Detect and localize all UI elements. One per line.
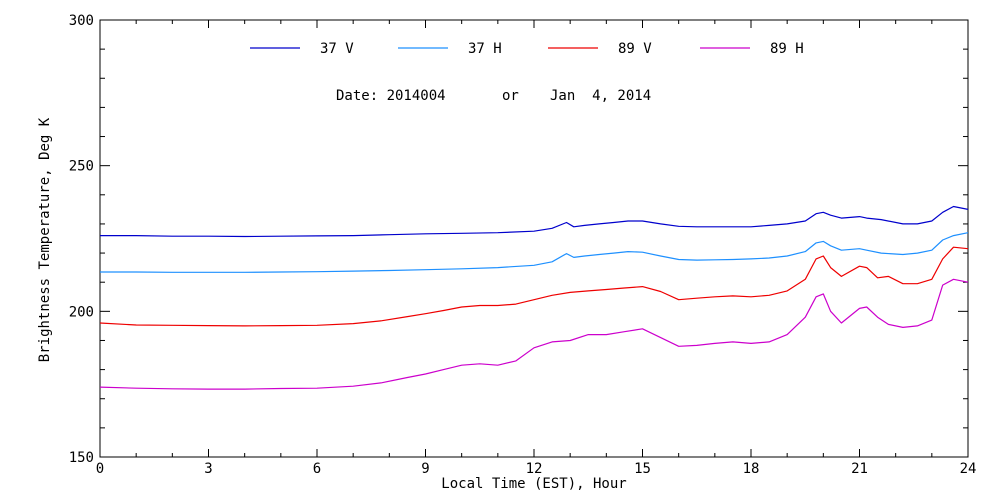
series-line-89-v [99, 246, 969, 327]
x-tick-label: 12 [526, 461, 543, 477]
x-tick-label: 24 [960, 461, 977, 477]
x-tick-label: 9 [421, 461, 429, 477]
date-text: Jan 4, 2014 [550, 88, 651, 104]
y-tick-label: 150 [69, 450, 94, 466]
x-tick-label: 18 [743, 461, 760, 477]
series-line-37-v [100, 205, 969, 238]
y-tick-label: 200 [69, 304, 94, 320]
y-axis-title: Brightness Temperature, Deg K [37, 117, 53, 362]
axis-ticks: 0 3 6 9 12 15 18 21 24 150 200 250 300 [69, 13, 977, 477]
y-tick-label: 250 [69, 159, 94, 175]
x-axis-title: Local Time (EST), Hour [441, 476, 626, 492]
legend-label: 89 V [618, 41, 652, 57]
date-or-label: or [502, 88, 519, 104]
legend-label: 89 H [770, 41, 804, 57]
date-label: Date: 2014004 [336, 88, 446, 104]
x-tick-label: 15 [634, 461, 651, 477]
series-lines [99, 205, 969, 390]
x-tick-label: 21 [851, 461, 868, 477]
plot-area [99, 19, 969, 458]
legend-label: 37 H [468, 41, 502, 57]
series-line-89-h [99, 278, 969, 390]
plot-frame [99, 19, 969, 458]
legend: 37 V 37 H 89 V 89 H [250, 41, 804, 57]
series-line-37-h [100, 232, 969, 273]
x-tick-label: 0 [96, 461, 104, 477]
x-tick-label: 3 [204, 461, 212, 477]
x-tick-label: 6 [313, 461, 321, 477]
y-tick-label: 300 [69, 13, 94, 29]
legend-label: 37 V [320, 41, 354, 57]
